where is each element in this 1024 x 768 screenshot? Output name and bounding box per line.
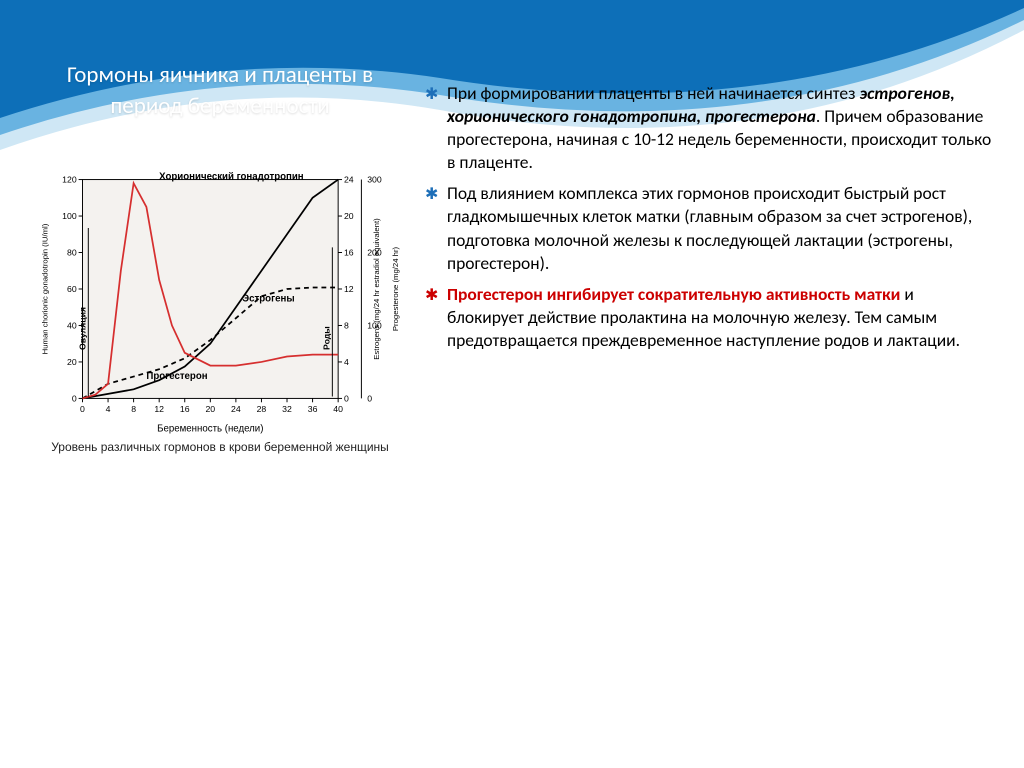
svg-text:20: 20 <box>67 357 77 367</box>
svg-text:12: 12 <box>154 404 164 414</box>
svg-text:Progesterone (mg/24 hr): Progesterone (mg/24 hr) <box>391 247 400 332</box>
svg-text:0: 0 <box>367 393 372 403</box>
svg-text:Хорионический гонадотропин: Хорионический гонадотропин <box>159 171 304 182</box>
bullet-3-red: Прогестерон ингибирует сократительную ак… <box>447 283 900 305</box>
bullet-1: При формировании плаценты в ней начинает… <box>425 82 994 174</box>
left-column: Гормоны яичника и плаценты в период бере… <box>30 60 410 459</box>
svg-text:Роды: Роды <box>321 326 331 350</box>
svg-text:20: 20 <box>344 211 354 221</box>
svg-text:100: 100 <box>62 211 77 221</box>
bullet-3: Прогестерон ингибирует сократительную ак… <box>425 283 994 352</box>
svg-text:28: 28 <box>257 404 267 414</box>
svg-text:24: 24 <box>344 175 354 185</box>
svg-text:40: 40 <box>67 320 77 330</box>
svg-text:20: 20 <box>205 404 215 414</box>
hormone-chart: 0481216202428323640Беременность (недели)… <box>30 160 410 459</box>
svg-text:4: 4 <box>106 404 111 414</box>
svg-text:40: 40 <box>333 404 343 414</box>
svg-text:0: 0 <box>72 393 77 403</box>
svg-text:Эстрогены: Эстрогены <box>242 294 294 305</box>
right-column: При формировании плаценты в ней начинает… <box>425 60 994 459</box>
svg-text:120: 120 <box>62 175 77 185</box>
svg-text:Human chorionic gonadotropin (: Human chorionic gonadotropin (IU/ml) <box>41 223 50 354</box>
chart-svg: 0481216202428323640Беременность (недели)… <box>36 166 404 437</box>
bullet-1-pre: При формировании плаценты в ней начинает… <box>447 82 860 104</box>
svg-text:16: 16 <box>180 404 190 414</box>
chart-caption: Уровень различных гормонов в крови берем… <box>36 440 404 455</box>
svg-text:12: 12 <box>344 284 354 294</box>
svg-text:0: 0 <box>80 404 85 414</box>
svg-text:4: 4 <box>344 357 349 367</box>
slide-content: Гормоны яичника и плаценты в период бере… <box>0 0 1024 479</box>
bullet-list: При формировании плаценты в ней начинает… <box>425 82 994 352</box>
svg-text:Прогестерон: Прогестерон <box>146 371 207 382</box>
svg-text:80: 80 <box>67 248 77 258</box>
slide-title: Гормоны яичника и плаценты в период бере… <box>30 60 410 134</box>
svg-text:60: 60 <box>67 284 77 294</box>
svg-text:Estrogens (mg/24 hr estradiol: Estrogens (mg/24 hr estradiol equivalent… <box>372 218 381 360</box>
svg-text:32: 32 <box>282 404 292 414</box>
svg-text:16: 16 <box>344 248 354 258</box>
svg-text:24: 24 <box>231 404 241 414</box>
svg-text:Беременность (недели): Беременность (недели) <box>157 423 263 434</box>
svg-text:0: 0 <box>344 393 349 403</box>
svg-text:300: 300 <box>367 175 382 185</box>
svg-text:36: 36 <box>308 404 318 414</box>
bullet-2: Под влиянием комплекса этих гормонов про… <box>425 182 994 274</box>
svg-text:8: 8 <box>131 404 136 414</box>
svg-text:Овуляция: Овуляция <box>77 307 87 350</box>
svg-text:8: 8 <box>344 320 349 330</box>
